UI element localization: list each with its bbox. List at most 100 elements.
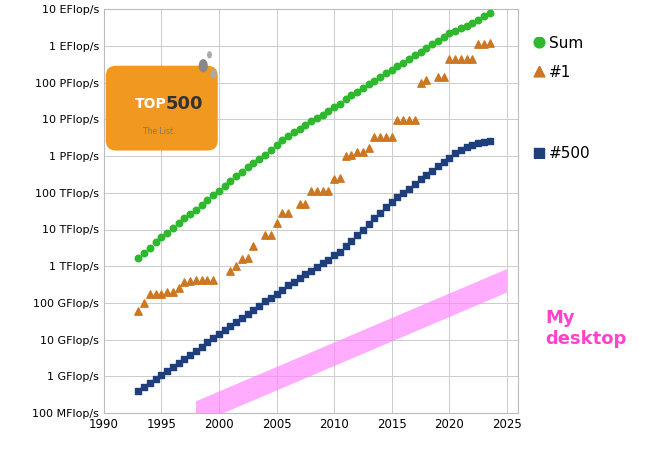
Text: 500: 500	[166, 95, 203, 113]
Point	[478, 41, 489, 48]
Point	[191, 347, 201, 354]
Point	[145, 380, 155, 387]
Point	[334, 100, 345, 107]
Point	[185, 210, 195, 217]
Point	[346, 92, 357, 99]
Point	[346, 151, 357, 158]
Point	[387, 199, 397, 206]
Point	[415, 79, 426, 86]
Point	[462, 143, 472, 151]
Point	[328, 252, 339, 259]
Point	[444, 30, 455, 37]
Point	[145, 244, 155, 252]
Point	[237, 315, 248, 322]
Point	[208, 192, 219, 199]
Point	[484, 138, 495, 145]
Point	[254, 302, 264, 309]
Point	[173, 359, 184, 367]
Ellipse shape	[199, 59, 208, 73]
Point	[467, 141, 478, 149]
Point	[317, 260, 328, 267]
Point	[409, 52, 420, 59]
Point	[185, 277, 195, 285]
Point	[456, 55, 466, 62]
Point	[346, 237, 357, 244]
Point	[306, 188, 316, 195]
Point	[473, 16, 484, 23]
Point	[225, 323, 235, 330]
Point	[242, 310, 253, 318]
Point	[312, 188, 322, 195]
Point	[162, 230, 173, 237]
Text: #1: #1	[549, 65, 571, 80]
Point	[300, 201, 310, 208]
Point	[179, 215, 190, 222]
Point	[403, 56, 414, 63]
Point	[231, 263, 242, 270]
Point	[341, 242, 351, 250]
Point	[369, 133, 380, 140]
Point	[191, 276, 201, 283]
Point	[202, 339, 213, 346]
Point	[533, 39, 544, 46]
Point	[473, 41, 484, 48]
Point	[202, 276, 213, 283]
Point	[358, 148, 369, 156]
Point	[288, 129, 299, 136]
Point	[387, 67, 397, 74]
Point	[294, 201, 305, 208]
Point	[450, 150, 460, 157]
Point	[248, 159, 259, 167]
Point	[271, 219, 282, 227]
Point	[208, 276, 219, 283]
Point	[358, 84, 369, 92]
Point	[150, 291, 161, 298]
Point	[432, 162, 443, 169]
Point	[392, 194, 403, 201]
Point	[294, 274, 305, 282]
Ellipse shape	[207, 51, 212, 58]
Point	[306, 267, 316, 274]
Point	[369, 215, 380, 222]
Point	[248, 306, 259, 313]
Point	[156, 291, 167, 298]
Point	[478, 139, 489, 146]
Point	[219, 183, 230, 190]
Point	[456, 25, 466, 32]
Point	[191, 206, 201, 213]
Point	[427, 167, 438, 174]
Point	[179, 279, 190, 286]
Text: TOP: TOP	[134, 97, 167, 111]
Point	[381, 204, 391, 211]
Point	[145, 291, 155, 298]
Point	[150, 239, 161, 246]
Point	[317, 112, 328, 119]
Point	[392, 62, 403, 70]
Point	[248, 242, 259, 249]
Point	[173, 219, 184, 227]
Point	[208, 335, 219, 342]
Point	[533, 67, 544, 75]
Point	[432, 73, 443, 81]
Point	[409, 181, 420, 188]
Point	[375, 73, 385, 81]
Point	[473, 140, 484, 147]
Point	[133, 308, 144, 315]
Point	[381, 70, 391, 77]
Point	[444, 154, 455, 162]
Point	[375, 209, 385, 217]
Point	[375, 133, 385, 140]
Point	[138, 249, 149, 257]
Point	[138, 384, 149, 391]
Point	[438, 33, 449, 40]
Point	[341, 95, 351, 103]
Point	[260, 231, 270, 239]
Point	[213, 330, 224, 338]
Point	[328, 176, 339, 183]
Point	[421, 172, 432, 179]
Point	[369, 78, 380, 85]
Point	[363, 144, 374, 151]
Text: My
desktop: My desktop	[545, 309, 627, 347]
Point	[237, 168, 248, 176]
Text: Sum: Sum	[549, 36, 583, 51]
